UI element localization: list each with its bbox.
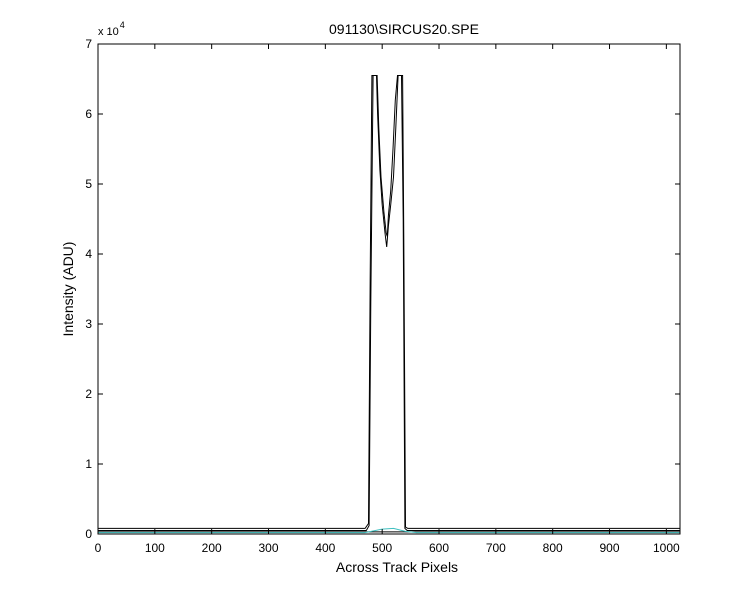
x-tick-label-500: 500 [372,541,392,555]
series-line-4 [98,527,680,534]
y-multiplier: x 104 [98,20,125,38]
x-tick-label-200: 200 [202,541,222,555]
series-line-2 [98,75,680,531]
y-multiplier-exponent: 4 [120,20,125,30]
y-tick-label-50000: 5 [85,177,92,191]
x-tick-label-900: 900 [600,541,620,555]
y-tick-label-70000: 7 [85,37,92,51]
x-tick-label-600: 600 [429,541,449,555]
x-tick-label-700: 700 [486,541,506,555]
x-tick-label-0: 0 [95,541,102,555]
x-tick-label-1000: 1000 [653,541,680,555]
chart-title: 091130\SIRCUS20.SPE [329,21,479,37]
plot-frame [97,43,681,535]
y-tick-label-20000: 2 [85,387,92,401]
series-line-1 [98,75,680,529]
ticks-layer: 0 100 200 300 400 500 600 700 800 900 1000 0 1 2 3 4 5 6 7 [85,37,680,555]
series-layer [98,75,680,534]
y-multiplier-base: x 10 [98,26,119,38]
x-tick-label-800: 800 [543,541,563,555]
x-tick-label-100: 100 [145,541,165,555]
y-axis-label: Intensity (ADU) [60,242,76,337]
y-tick-label-60000: 6 [85,107,92,121]
plot-area [98,44,680,534]
y-tick-label-30000: 3 [85,317,92,331]
y-tick-label-40000: 4 [85,247,92,261]
x-tick-label-400: 400 [315,541,335,555]
x-axis-label: Across Track Pixels [336,559,458,575]
y-tick-label-10000: 1 [85,457,92,471]
y-tick-label-0: 0 [85,527,92,541]
x-tick-label-300: 300 [258,541,278,555]
